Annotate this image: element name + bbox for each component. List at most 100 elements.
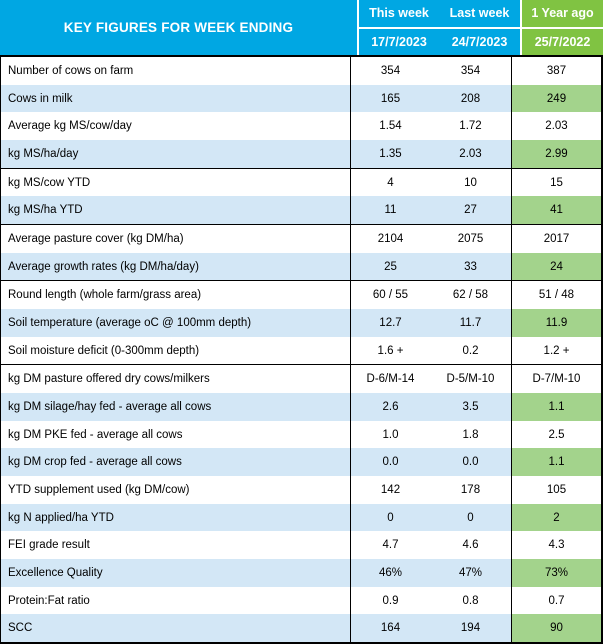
row-label: kg DM crop fed - average all cows <box>8 456 182 469</box>
table-row: Average pasture cover (kg DM/ha) 2104 20… <box>1 225 601 253</box>
row-label: kg DM silage/hay fed - average all cows <box>8 400 212 413</box>
value-last-week: 0.8 <box>462 594 479 607</box>
value-year-ago: 105 <box>511 476 601 504</box>
value-this-week: 0.9 <box>350 586 430 615</box>
row-label: kg MS/cow YTD <box>8 176 91 189</box>
value-this-week: 1.6 + <box>350 336 430 365</box>
row-label: Cows in milk <box>8 92 73 105</box>
value-year-ago: 387 <box>511 57 601 85</box>
table-row: kg N applied/ha YTD 0 0 2 <box>1 503 601 532</box>
table-row: kg MS/ha/day 1.35 2.03 2.99 <box>1 140 601 169</box>
row-label: SCC <box>8 622 33 635</box>
value-year-ago: 249 <box>511 84 601 113</box>
table-row: Average kg MS/cow/day 1.54 1.72 2.03 <box>1 112 601 141</box>
table-row: Cows in milk 165 208 249 <box>1 84 601 113</box>
header-columns: This week Last week 1 Year ago 17/7/2023… <box>357 0 603 55</box>
value-last-week: 0.2 <box>462 344 479 357</box>
value-year-ago: 41 <box>511 196 601 225</box>
table-row: kg DM PKE fed - average all cows 1.0 1.8… <box>1 420 601 449</box>
value-year-ago: 1.1 <box>511 448 601 477</box>
table-row: Round length (whole farm/grass area) 60 … <box>1 281 601 310</box>
value-last-week: 3.5 <box>462 400 479 413</box>
row-label: kg DM PKE fed - average all cows <box>8 428 183 441</box>
value-last-week: 33 <box>464 260 477 273</box>
value-this-week: D-6/M-14 <box>350 365 430 394</box>
date-last-week: 24/7/2023 <box>451 34 508 49</box>
value-year-ago: 1.1 <box>511 393 601 421</box>
row-label: Average kg MS/cow/day <box>8 120 132 133</box>
value-last-week: 62 / 58 <box>452 289 489 302</box>
table-row: FEI grade result 4.7 4.6 4.3 <box>1 531 601 560</box>
value-year-ago: 73% <box>511 559 601 587</box>
value-year-ago: 0.7 <box>511 586 601 615</box>
value-this-week: 4 <box>350 168 430 197</box>
value-last-week: 0.0 <box>462 456 479 469</box>
table-row: Protein:Fat ratio 0.9 0.8 0.7 <box>1 586 601 615</box>
value-year-ago: 90 <box>511 614 601 643</box>
table-row: kg DM silage/hay fed - average all cows … <box>1 393 601 421</box>
table-row: YTD supplement used (kg DM/cow) 142 178 … <box>1 476 601 504</box>
value-this-week: 46% <box>350 559 430 587</box>
value-year-ago: 2 <box>511 503 601 532</box>
value-this-week: 2.6 <box>350 393 430 421</box>
row-label: kg DM pasture offered dry cows/milkers <box>8 373 210 386</box>
value-this-week: 4.7 <box>350 531 430 560</box>
table-header: KEY FIGURES FOR WEEK ENDING This week La… <box>0 0 603 55</box>
value-year-ago: D-7/M-10 <box>511 365 601 394</box>
value-year-ago: 1.2 + <box>511 336 601 365</box>
table-row: Number of cows on farm 354 354 387 <box>1 57 601 85</box>
value-year-ago: 51 / 48 <box>511 281 601 310</box>
row-label: kg MS/ha/day <box>8 147 79 160</box>
value-year-ago: 2017 <box>511 225 601 253</box>
date-year-ago: 25/7/2022 <box>520 28 603 55</box>
value-this-week: 12.7 <box>350 309 430 337</box>
table-row: kg MS/ha YTD 11 27 41 <box>1 196 601 226</box>
value-last-week: 27 <box>464 204 477 217</box>
row-label: YTD supplement used (kg DM/cow) <box>8 483 190 496</box>
page-title: KEY FIGURES FOR WEEK ENDING <box>63 20 294 35</box>
row-label: Soil temperature (average oC @ 100mm dep… <box>8 316 252 329</box>
value-this-week: 142 <box>350 476 430 504</box>
row-label: Round length (whole farm/grass area) <box>8 289 202 302</box>
value-year-ago: 2.03 <box>511 112 601 141</box>
value-this-week: 354 <box>350 57 430 85</box>
value-last-week: 178 <box>460 483 481 496</box>
table-row: Excellence Quality 46% 47% 73% <box>1 559 601 587</box>
value-last-week: 1.8 <box>462 428 479 441</box>
value-year-ago: 2.5 <box>511 420 601 449</box>
table-body: Number of cows on farm 354 354 387 Cows … <box>0 55 603 644</box>
row-label: kg MS/ha YTD <box>8 204 83 217</box>
table-row: kg DM crop fed - average all cows 0.0 0.… <box>1 448 601 477</box>
value-last-week: 354 <box>460 64 481 77</box>
row-label: Soil moisture deficit (0-300mm depth) <box>8 344 200 357</box>
value-last-week: 194 <box>460 622 481 635</box>
value-this-week: 11 <box>350 196 430 225</box>
value-year-ago: 2.99 <box>511 140 601 168</box>
value-year-ago: 15 <box>511 168 601 197</box>
value-last-week: 11.7 <box>459 316 482 329</box>
value-last-week: 10 <box>464 176 477 189</box>
column-header-this-week: This week <box>369 6 429 21</box>
value-this-week: 164 <box>350 614 430 643</box>
value-this-week: 0 <box>350 503 430 532</box>
value-this-week: 60 / 55 <box>350 281 430 310</box>
column-dates-row: 17/7/2023 24/7/2023 25/7/2022 <box>359 28 603 55</box>
value-this-week: 1.54 <box>350 112 430 141</box>
value-this-week: 1.0 <box>350 420 430 449</box>
value-year-ago: 24 <box>511 252 601 281</box>
value-last-week: D-5/M-10 <box>446 373 495 386</box>
table-row: kg MS/cow YTD 4 10 15 <box>1 168 601 197</box>
value-last-week: 2075 <box>457 232 484 245</box>
row-label: Excellence Quality <box>8 566 103 579</box>
date-this-week: 17/7/2023 <box>371 34 427 49</box>
row-label: Protein:Fat ratio <box>8 594 90 607</box>
value-last-week: 4.6 <box>462 539 479 552</box>
value-last-week: 1.72 <box>459 120 482 133</box>
value-this-week: 165 <box>350 84 430 113</box>
value-this-week: 25 <box>350 252 430 281</box>
column-labels-row: This week Last week 1 Year ago <box>359 0 603 29</box>
row-label: FEI grade result <box>8 539 90 552</box>
row-label: Average growth rates (kg DM/ha/day) <box>8 260 199 273</box>
column-header-last-week: Last week <box>449 6 510 21</box>
